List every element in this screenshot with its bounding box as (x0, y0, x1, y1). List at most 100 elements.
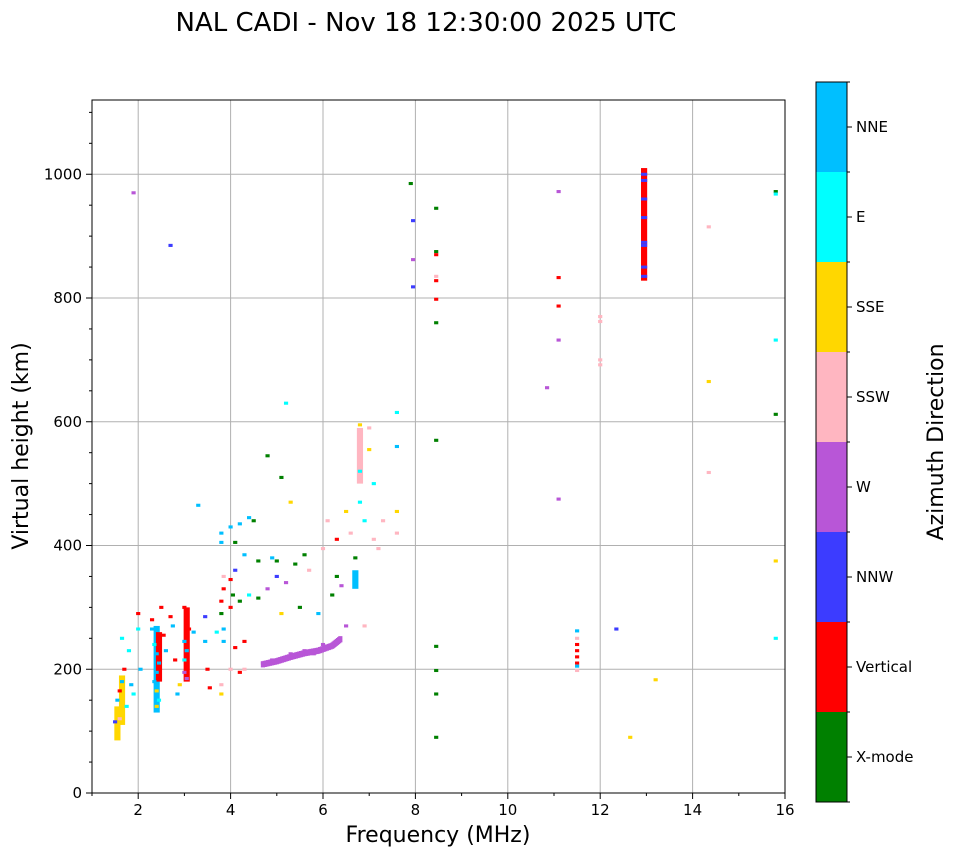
colorbar-swatch (816, 262, 847, 352)
y-tick-label: 400 (53, 537, 82, 555)
echo-point (434, 297, 439, 301)
echo-point (203, 639, 208, 643)
x-tick-label: 12 (591, 801, 610, 819)
echo-point (136, 627, 141, 631)
echo-point (575, 668, 580, 673)
echo-point (307, 568, 312, 572)
echo-point (434, 668, 439, 673)
x-tick-label: 10 (498, 801, 517, 819)
x-axis-label: Frequency (MHz) (346, 823, 531, 848)
echo-band-detail (641, 178, 648, 182)
echo-point (394, 444, 399, 449)
echo-point (357, 500, 363, 504)
echo-point (371, 537, 376, 541)
echo-point (653, 678, 658, 682)
colorbar-swatch (816, 712, 847, 802)
echo-point (353, 556, 358, 560)
echo-point (228, 605, 233, 609)
echo-point (230, 593, 235, 597)
x-tick-label: 8 (411, 801, 421, 819)
echo-point (113, 720, 118, 724)
echo-point (330, 593, 335, 597)
echo-point (598, 315, 603, 319)
colorbar-label: NNW (856, 568, 893, 586)
y-tick-label: 0 (72, 784, 82, 802)
echo-segment (118, 675, 126, 725)
echo-point (182, 670, 187, 674)
echo-point (320, 642, 326, 647)
echo-point (598, 319, 603, 324)
echo-point (124, 704, 129, 708)
echo-point (556, 304, 561, 308)
echo-point (219, 599, 224, 603)
echo-point (371, 482, 376, 486)
echo-segment (641, 168, 648, 281)
echo-point (575, 655, 580, 659)
echo-point (184, 676, 189, 681)
echo-point (288, 500, 293, 504)
echo-point (411, 258, 416, 262)
echo-point (556, 338, 561, 342)
colorbar-label: Vertical (856, 658, 912, 676)
colorbar-swatch (816, 172, 847, 262)
echo-point (706, 470, 711, 475)
colorbar-swatch (816, 82, 847, 172)
echo-point (237, 599, 242, 603)
echo-point (152, 680, 157, 684)
colorbar-frame (815, 81, 848, 803)
y-axis: 0 200 400 600 800 1000 (44, 111, 92, 802)
echo-point (706, 379, 711, 384)
echo-point (344, 509, 349, 514)
echo-point (376, 547, 381, 551)
echo-point (207, 686, 212, 690)
echo-point (367, 448, 372, 452)
echo-point (219, 531, 224, 535)
echo-point (434, 321, 439, 325)
echo-point (311, 652, 316, 656)
echo-point (544, 386, 550, 390)
echo-point (233, 646, 238, 650)
echo-point (362, 624, 367, 628)
echo-point (320, 547, 326, 551)
echo-point (221, 574, 226, 578)
echo-point (247, 516, 252, 520)
echo-segment (356, 427, 364, 484)
echo-point (119, 636, 125, 640)
echo-point (598, 363, 603, 367)
echo-point (131, 191, 136, 195)
echo-point (614, 627, 619, 631)
echo-point (628, 735, 633, 739)
echo-point (117, 717, 122, 721)
echo-point (293, 562, 298, 566)
echo-point (247, 593, 252, 597)
echo-point (251, 519, 256, 523)
colorbar-swatch (816, 352, 847, 442)
echo-point (170, 624, 175, 628)
echo-point (237, 522, 242, 526)
echo-point (556, 190, 561, 194)
echo-band-detail (641, 243, 648, 247)
echo-point (575, 629, 580, 633)
echo-point (214, 630, 219, 634)
y-tick-label: 200 (53, 660, 82, 678)
echo-point (411, 285, 416, 289)
echo-point (149, 627, 155, 631)
echo-point (228, 577, 233, 582)
echo-point (117, 689, 122, 693)
echo-point (575, 642, 580, 647)
echo-point (149, 618, 155, 622)
echo-point (297, 605, 302, 609)
echo-point (279, 612, 284, 616)
echo-point (434, 279, 439, 283)
echo-point (353, 577, 358, 582)
echo-band-detail (641, 216, 648, 220)
echo-point (362, 519, 367, 523)
echo-point (598, 358, 603, 362)
echo-point (434, 735, 439, 739)
echo-point (256, 596, 261, 600)
echo-point (221, 639, 226, 643)
echo-point (411, 219, 416, 223)
echo-point (242, 553, 247, 557)
echo-point (434, 438, 439, 442)
